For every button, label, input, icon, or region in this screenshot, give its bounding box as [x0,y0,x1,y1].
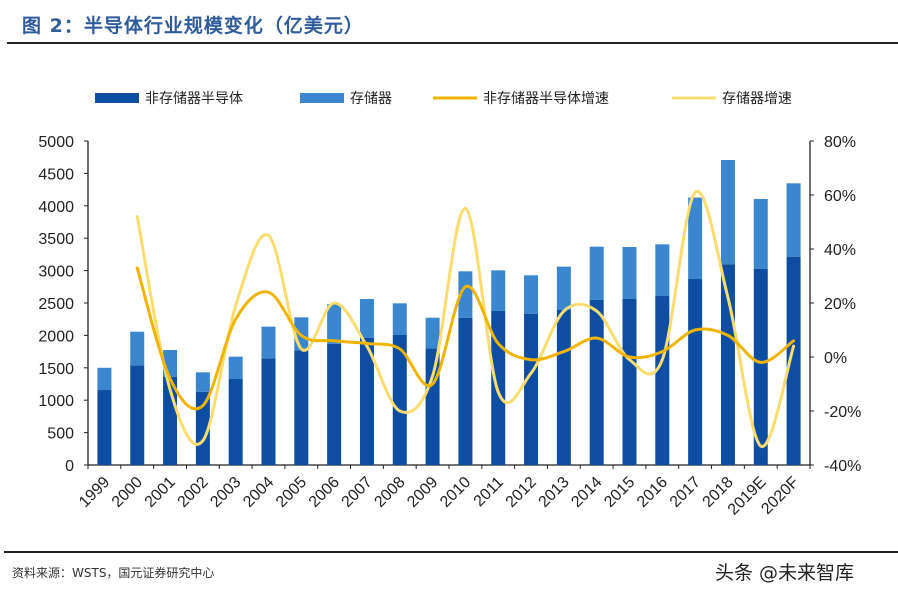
bar-non-memory [425,348,440,465]
legend-swatch [300,93,344,103]
x-tick-label: 2001 [142,474,179,511]
bar-non-memory [753,268,768,465]
left-tick-label: 0 [65,458,74,475]
bar-non-memory [359,337,374,465]
bar-memory [458,271,473,318]
bar-memory [589,246,604,300]
right-tick-label: 60% [824,188,856,205]
bar-non-memory [195,391,210,465]
left-tick-label: 3500 [38,231,74,248]
left-tick-label: 1000 [38,393,74,410]
bar-non-memory [556,309,571,465]
x-tick-label: 2013 [536,474,573,511]
bar-non-memory [655,296,670,465]
bar-memory [753,198,768,269]
bar-memory [261,326,276,359]
bar-non-memory [261,358,276,465]
left-tick-label: 500 [47,426,74,443]
left-tick-label: 4500 [38,166,74,183]
right-tick-label: 80% [824,134,856,151]
x-tick-label: 2003 [207,474,244,511]
left-tick-label: 4000 [38,199,74,216]
source-note: 资料来源：WSTS，国元证券研究中心 [12,566,215,580]
legend-label: 非存储器半导体 [145,91,243,107]
bar-memory [359,298,374,338]
right-tick-label: 20% [824,296,856,313]
x-tick-label: 2009 [404,474,441,511]
x-tick-label: 2000 [109,474,146,511]
x-tick-label: 2014 [568,474,605,511]
line-memory-growth [135,189,796,448]
bar-memory [130,331,145,366]
footer-divider [4,551,898,553]
bar-memory [622,247,637,299]
bar-memory [556,266,571,310]
legend-swatch [95,93,139,103]
bar-non-memory [228,379,243,465]
x-tick-label: 2007 [339,474,376,511]
bar-non-memory [524,313,539,465]
bar-memory [786,183,801,257]
x-tick-label: 2012 [503,474,540,511]
x-tick-label: 2017 [667,474,704,511]
right-tick-label: -40% [824,458,861,475]
x-tick-label: 2005 [273,474,310,511]
left-tick-label: 1500 [38,361,74,378]
right-tick-label: 40% [824,242,856,259]
left-tick-label: 5000 [38,134,74,151]
x-tick-label: 2002 [175,474,212,511]
x-tick-label: 2004 [240,474,277,511]
bar-non-memory [130,365,145,465]
bar-memory [392,303,407,336]
x-tick-label: 2006 [306,474,343,511]
bar-memory [688,197,703,280]
x-tick-label: 2010 [437,474,474,511]
bar-memory [524,275,539,314]
x-tick-label: 2015 [601,474,638,511]
bar-non-memory [97,390,112,465]
x-tick-label: 2016 [634,474,671,511]
bar-non-memory [688,279,703,465]
right-tick-label: 0% [824,350,847,367]
legend-label: 存储器增速 [722,91,792,107]
legend-label: 存储器 [350,91,392,107]
bar-memory [97,367,112,391]
chart-title: 图 2：半导体行业规模变化（亿美元） [22,15,364,37]
bar-non-memory [458,317,473,465]
bar-memory [425,317,440,349]
bar-non-memory [392,335,407,465]
x-tick-label: 2011 [471,474,507,510]
line-non-memory-growth [135,266,796,411]
watermark: 头条 @未来智库 [715,562,855,584]
bar-memory [327,304,342,344]
legend-label: 非存储器半导体增速 [483,91,609,107]
x-tick-label: 2008 [371,474,408,511]
bar-non-memory [622,298,637,465]
x-tick-label: 1999 [76,474,113,511]
right-tick-label: -20% [824,404,861,421]
left-tick-label: 2000 [38,328,74,345]
bar-memory [195,372,210,392]
bar-memory [655,244,670,297]
left-tick-label: 3000 [38,264,74,281]
bar-memory [228,356,243,380]
x-tick-label: 2020F [758,474,802,518]
title-divider [7,42,898,44]
bar-non-memory [786,256,801,465]
left-tick-label: 2500 [38,296,74,313]
bar-non-memory [589,299,604,465]
bar-memory [720,159,735,265]
bar-non-memory [294,350,309,465]
bar-memory [491,270,506,311]
bar-non-memory [327,343,342,465]
